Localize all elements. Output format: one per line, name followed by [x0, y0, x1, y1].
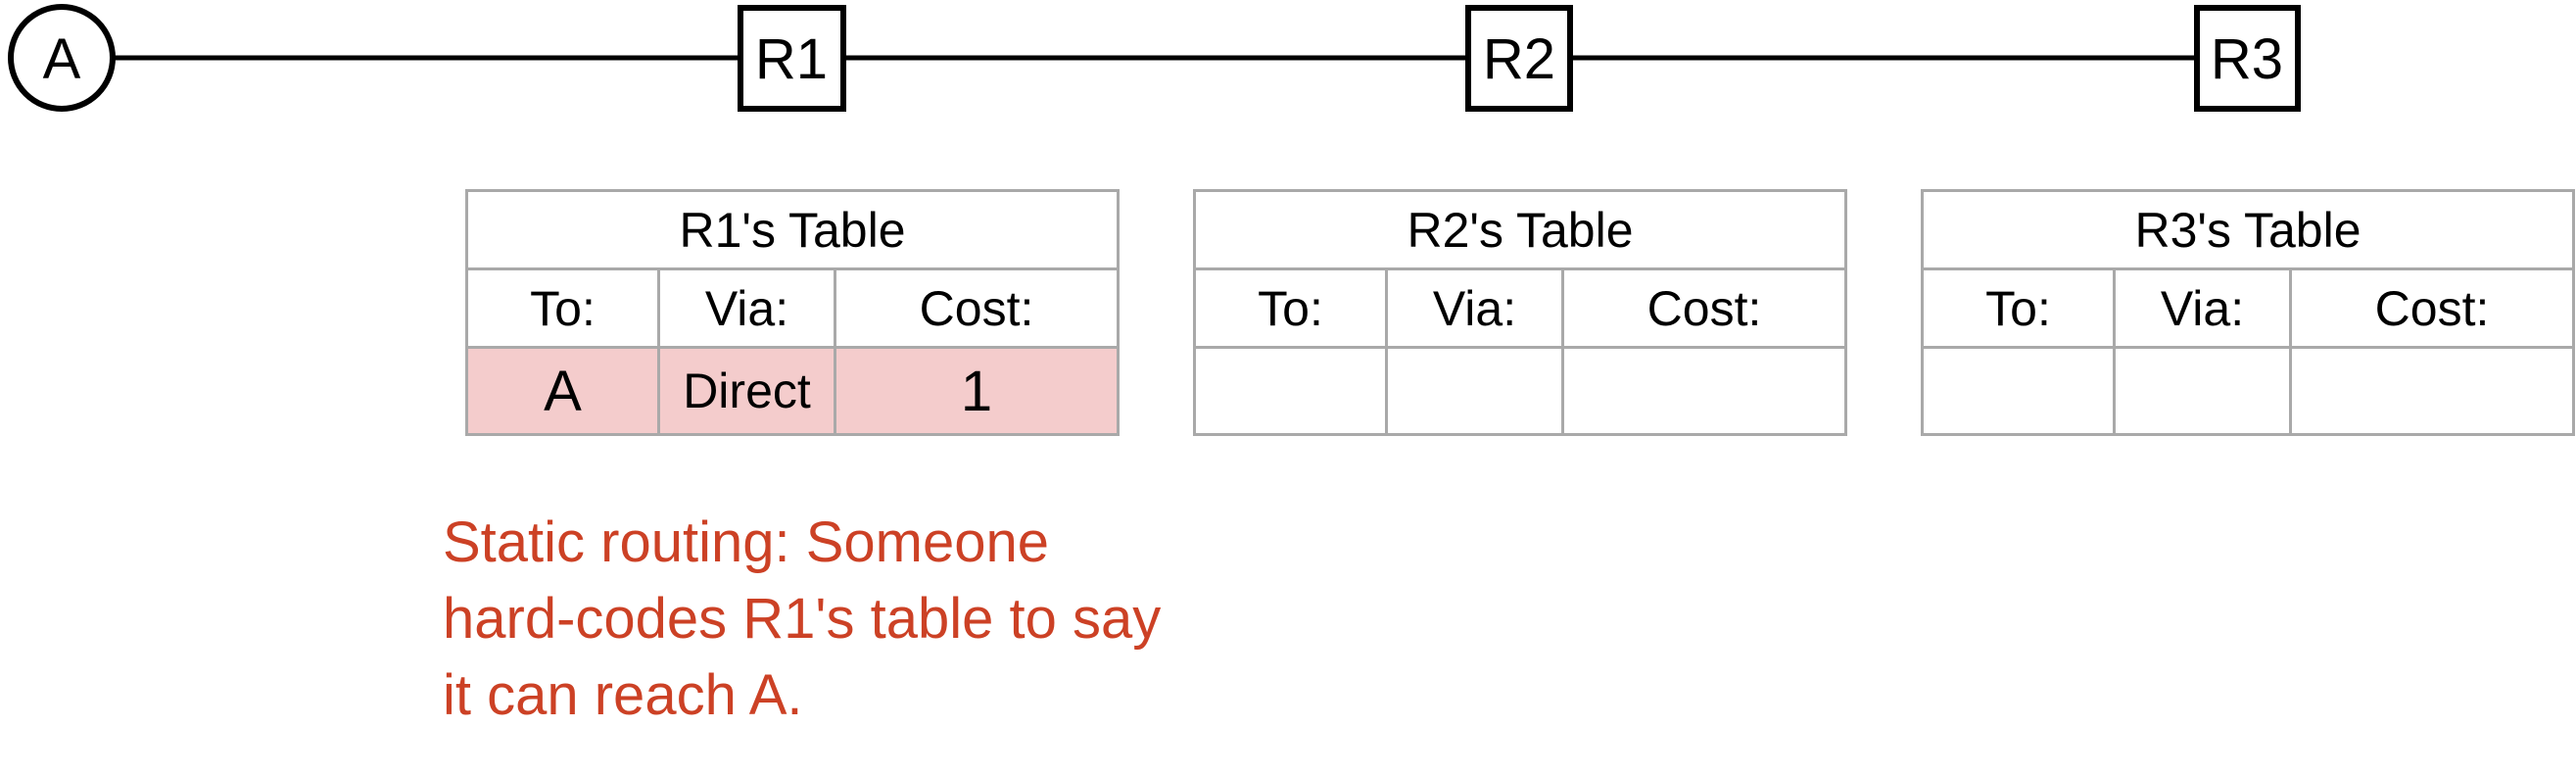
column-header-via: Via:: [2113, 267, 2292, 349]
static-routing-note: Static routing: Someone hard-codes R1's …: [443, 510, 1162, 727]
table-row: A Direct 1: [465, 346, 1121, 436]
table-row: [1193, 346, 1848, 436]
cell-cost: [1560, 346, 1848, 436]
cell-via: [2113, 346, 2292, 436]
cell-via: Direct: [657, 346, 836, 436]
table-title: R3's Table: [1920, 189, 2576, 270]
r3-routing-table: R3's Table To: Via: Cost:: [1920, 189, 2576, 436]
cell-to: [1921, 346, 2116, 436]
column-header-to: To:: [465, 267, 660, 349]
cell-to: [1193, 346, 1388, 436]
table-title: R1's Table: [464, 189, 1121, 270]
r2-routing-table: R2's Table To: Via: Cost:: [1192, 189, 1848, 436]
cell-cost: 1: [833, 346, 1121, 436]
column-header-via: Via:: [657, 267, 836, 349]
node-a: A: [8, 4, 116, 112]
node-r1-label: R1: [755, 27, 828, 91]
column-header-cost: Cost:: [833, 267, 1121, 349]
network-topology: A R1 R2 R3: [8, 4, 2301, 112]
node-r3: R3: [2194, 5, 2301, 112]
node-r2: R2: [1465, 5, 1573, 112]
cell-to: A: [465, 346, 660, 436]
node-a-label: A: [43, 27, 81, 91]
table-title: R2's Table: [1192, 189, 1848, 270]
node-r2-label: R2: [1483, 27, 1555, 91]
cell-cost: [2288, 346, 2576, 436]
column-header-to: To:: [1193, 267, 1388, 349]
r1-routing-table: R1's Table To: Via: Cost: A Direct 1: [464, 189, 1121, 436]
column-header-cost: Cost:: [1560, 267, 1848, 349]
column-header-via: Via:: [1385, 267, 1564, 349]
table-row: [1921, 346, 2576, 436]
node-r1: R1: [738, 5, 846, 112]
node-r3-label: R3: [2211, 27, 2283, 91]
cell-via: [1385, 346, 1564, 436]
column-header-to: To:: [1921, 267, 2116, 349]
column-header-cost: Cost:: [2288, 267, 2576, 349]
